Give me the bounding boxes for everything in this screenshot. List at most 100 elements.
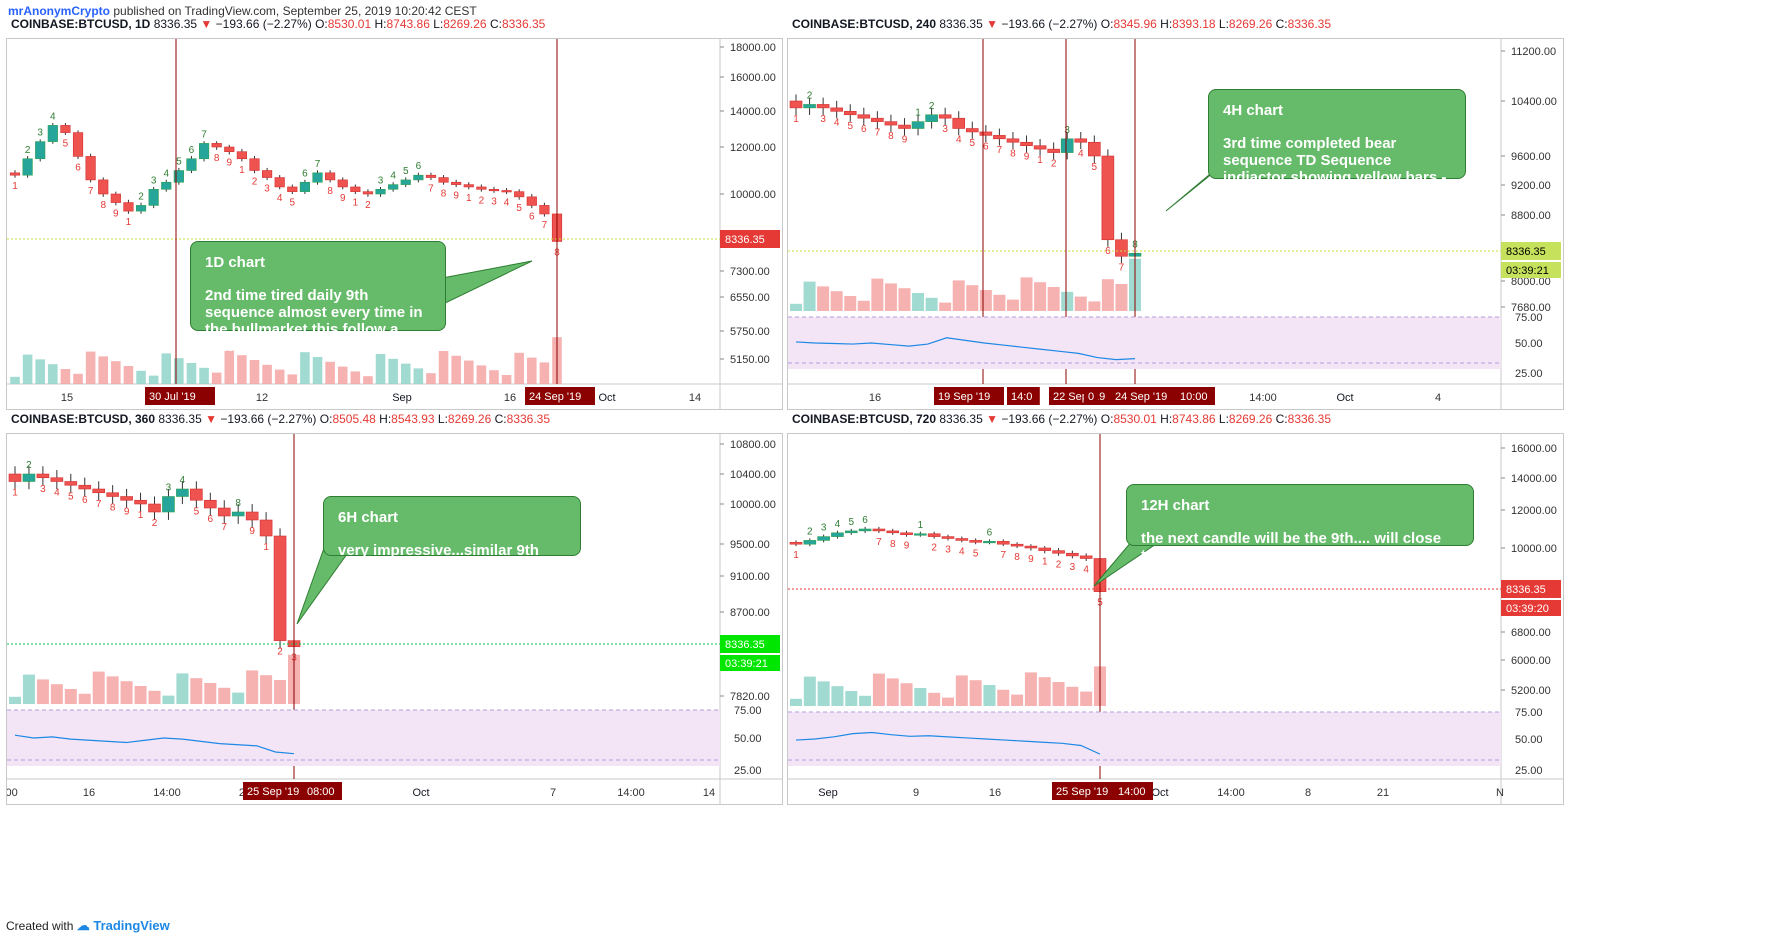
candle-body [830,107,843,112]
author-link[interactable]: mrAnonymCrypto [8,4,111,18]
td-count-label: 3 [942,124,948,135]
callout-body: very impressive...similar 9th candle [338,542,539,576]
chart-panel-1d[interactable]: COINBASE:BTCUSD, 1D 8336.35 ▼ −193.66 (−… [6,17,783,410]
callout-title: 6H chart [338,509,399,526]
tradingview-logo[interactable]: ☁ TradingView [76,918,170,933]
price-tag-bg [1501,580,1561,598]
candle-body [1020,141,1033,146]
td-count-label: 4 [504,198,510,209]
panel-header: COINBASE:BTCUSD, 240 8336.35 ▼ −193.66 (… [792,17,1332,31]
candle-body [120,496,133,501]
candle-body [941,536,955,539]
price-tick-label: 8800.00 [1511,210,1551,222]
candle-body [438,177,449,183]
candle-body [1047,148,1060,153]
chart-canvas: 12345678912345678912375.0050.0025.001080… [7,434,782,804]
volume-bar [463,360,474,384]
candle-body [1010,543,1024,547]
price-tag-label: 8336.35 [725,639,765,651]
volume-bar [514,352,524,384]
candle-body [463,184,474,188]
td-count-label: 9 [340,193,346,204]
candle-body [60,125,71,133]
volume-bar [260,675,273,704]
volume-bar [274,680,287,704]
candle-body [1038,547,1052,551]
candle-body [857,114,871,119]
td-count-label: 7 [428,184,434,195]
price-tick-label: 8700.00 [730,607,770,619]
td-count-label: 3 [945,545,951,556]
open-val: 8345.96 [1113,17,1157,31]
td-count-label: 5 [1092,162,1098,173]
volume-bar [85,351,96,384]
candle-body [843,111,857,116]
panel-header: COINBASE:BTCUSD, 720 8336.35 ▼ −193.66 (… [792,412,1332,426]
candle-body [123,202,134,212]
volume-bar [1115,284,1128,311]
td-count-label: 9 [1028,554,1034,565]
volume-bar [489,370,499,384]
close-val: 8336.35 [506,412,551,426]
volume-bar [438,351,449,384]
candle-body [803,540,817,545]
candle-body [135,205,147,212]
price-tick-label: 10000.00 [730,189,776,201]
td-count-label: 6 [75,162,81,173]
chart-panel-6h[interactable]: COINBASE:BTCUSD, 360 8336.35 ▼ −193.66 (… [6,412,783,805]
td-count-label: 1 [239,165,245,176]
td-count-label: 1 [12,488,18,499]
countdown-label: 03:39:21 [725,658,768,670]
time-tick-label: 14:00 [153,787,181,799]
td-count-label: 1 [915,108,921,119]
td-count-label: 6 [208,514,214,525]
volume-bar [174,358,184,384]
chart-panel-12h[interactable]: COINBASE:BTCUSD, 720 8336.35 ▼ −193.66 (… [787,412,1564,805]
volume-bar [50,684,63,704]
td-count-label: 9 [226,158,232,169]
date-tag-label: 25 Sep '19 [247,786,299,798]
candle-body [204,499,217,509]
td-count-label: 1 [793,114,799,125]
td-count-label: 2 [25,145,31,156]
rsi-tick-label: 50.00 [734,733,762,745]
volume-bar [325,361,335,384]
volume-bar [22,354,33,384]
rsi-line [795,731,1101,755]
candle-body [249,158,260,171]
candle-body [1033,145,1047,150]
time-tick-label: Oct [1151,787,1168,799]
candle-body [245,511,259,521]
chart-panel-4h[interactable]: COINBASE:BTCUSD, 240 8336.35 ▼ −193.66 (… [787,17,1564,410]
td-count-label: 7 [997,145,1003,156]
candle-body [1024,545,1038,549]
rsi-tick-label: 25.00 [1515,368,1543,380]
time-tick-label: Sep [818,787,838,799]
symbol-label: COINBASE:BTCUSD, 1D [11,17,151,31]
td-count-label: 1 [918,520,924,531]
volume-bar [300,352,310,384]
candle-body [211,143,222,148]
price-tag-label: 8336.35 [1506,584,1546,596]
volume-bar [98,356,109,384]
last-price: 8336.35 [939,412,983,426]
high-val: 8393.18 [1172,17,1216,31]
volume-bar [237,355,247,384]
candle-body [47,125,58,142]
td-count-label: 4 [50,111,56,122]
change-label: −193.66 (−2.27%) [1001,17,1098,31]
high-val: 8543.93 [391,412,435,426]
td-count-label: 7 [201,129,207,140]
chart-canvas: 1234567891234567891234567875.0050.0025.0… [788,39,1563,409]
td-count-label: 5 [848,517,854,528]
time-tick-label: 14:00 [1217,787,1245,799]
td-count-label: 6 [861,124,867,135]
callout-12h: 12H chart the next candle will be the 9t… [1126,484,1474,564]
volume-bar [830,291,843,311]
date-tag-label: 14:0 [1011,391,1032,403]
candle-body [162,496,175,513]
price-tick-label: 7300.00 [730,266,770,278]
candle-body [789,542,803,545]
td-count-label: 2 [252,177,258,188]
td-count-label: 5 [516,203,522,214]
